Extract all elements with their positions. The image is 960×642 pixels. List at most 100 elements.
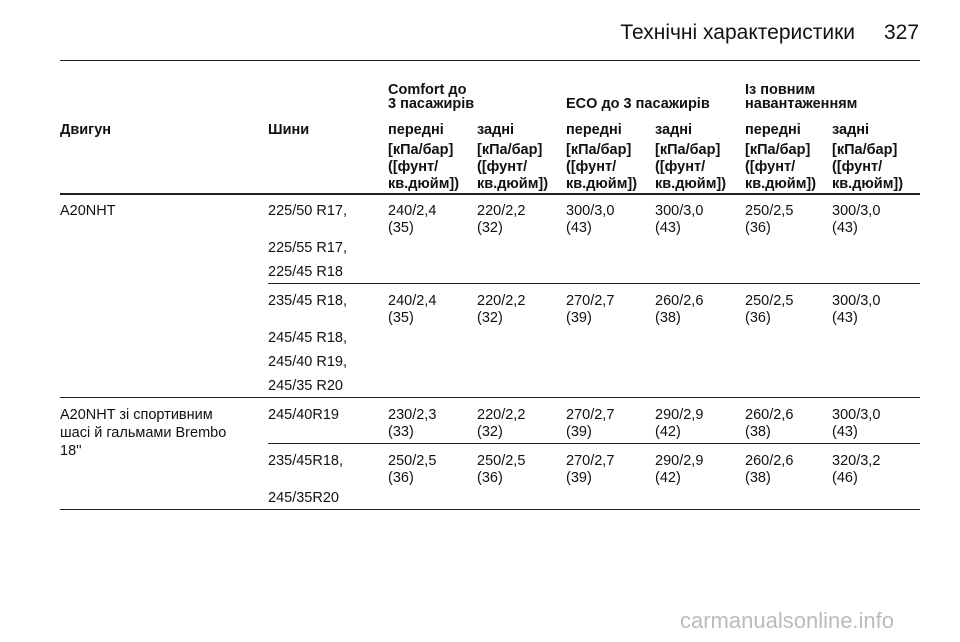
tyre: 225/55 R17, — [268, 240, 348, 256]
pressure: (35) — [388, 310, 414, 326]
pressure: (43) — [566, 220, 592, 236]
pressure: (32) — [477, 310, 503, 326]
pressure: 320/3,2 — [832, 453, 881, 469]
tyre: 245/40R19 — [268, 407, 339, 423]
unit: кв.дюйм]) — [832, 176, 904, 192]
pressure: (38) — [745, 470, 771, 486]
pressure: 290/2,9 — [655, 453, 704, 469]
column-header: задні — [832, 122, 870, 138]
rule — [60, 193, 920, 195]
pressure: 220/2,2 — [477, 293, 526, 309]
page-number: 327 — [884, 21, 920, 44]
tyre: 245/45 R18, — [268, 330, 348, 346]
group-header: Comfort до — [388, 82, 467, 98]
unit: [кПа/бар] — [745, 142, 811, 158]
pressure: 300/3,0 — [832, 203, 881, 219]
unit: кв.дюйм]) — [388, 176, 460, 192]
pressure: 270/2,7 — [566, 407, 615, 423]
pressure: (32) — [477, 424, 503, 440]
pressure: 260/2,6 — [745, 407, 794, 423]
engine: A20NHT зі спортивним — [60, 407, 213, 423]
rule — [268, 443, 920, 444]
rule — [268, 283, 920, 284]
column-header: Шини — [268, 122, 310, 138]
unit: ([фунт/ — [655, 159, 706, 175]
tyre: 245/35 R20 — [268, 378, 343, 394]
page-title: Технічні характеристики — [620, 21, 855, 44]
column-header: передні — [566, 122, 622, 138]
tyre: 225/50 R17, — [268, 203, 348, 219]
pressure: (39) — [566, 470, 592, 486]
rule — [60, 509, 920, 510]
unit: [кПа/бар] — [566, 142, 632, 158]
unit: ([фунт/ — [832, 159, 883, 175]
pressure: (43) — [655, 220, 681, 236]
watermark: carmanualsonline.info — [680, 608, 895, 633]
pressure: 220/2,2 — [477, 407, 526, 423]
unit: ([фунт/ — [477, 159, 528, 175]
pressure: 300/3,0 — [655, 203, 704, 219]
tyre: 235/45R18, — [268, 453, 343, 469]
pressure: 260/2,6 — [655, 293, 704, 309]
unit: ([фунт/ — [566, 159, 617, 175]
pressure: (32) — [477, 220, 503, 236]
pressure: (33) — [388, 424, 414, 440]
pressure: (36) — [745, 220, 771, 236]
group-header: навантаженням — [745, 96, 858, 112]
pressure: (42) — [655, 424, 681, 440]
group-header: ECO до 3 пасажирів — [566, 96, 710, 112]
pressure: 250/2,5 — [745, 293, 794, 309]
group-header: 3 пасажирів — [388, 96, 475, 112]
pressure: 220/2,2 — [477, 203, 526, 219]
pressure: (38) — [745, 424, 771, 440]
unit: [кПа/бар] — [832, 142, 898, 158]
rule — [60, 397, 920, 398]
pressure: (43) — [832, 310, 858, 326]
column-header: задні — [477, 122, 515, 138]
unit: кв.дюйм]) — [655, 176, 727, 192]
engine: шасі й гальмами Brembo — [60, 425, 227, 441]
pressure: 260/2,6 — [745, 453, 794, 469]
pressure: 270/2,7 — [566, 293, 615, 309]
pressure: (39) — [566, 424, 592, 440]
pressure: (43) — [832, 424, 858, 440]
column-header: задні — [655, 122, 693, 138]
tyre: 225/45 R18 — [268, 264, 343, 280]
pressure: 250/2,5 — [745, 203, 794, 219]
unit: кв.дюйм]) — [477, 176, 549, 192]
column-header: Двигун — [60, 122, 112, 138]
pressure: (42) — [655, 470, 681, 486]
unit: [кПа/бар] — [477, 142, 543, 158]
pressure: 300/3,0 — [832, 293, 881, 309]
pressure: 240/2,4 — [388, 293, 437, 309]
unit: кв.дюйм]) — [745, 176, 817, 192]
tyre: 235/45 R18, — [268, 293, 348, 309]
pressure: (43) — [832, 220, 858, 236]
pressure: 290/2,9 — [655, 407, 704, 423]
pressure: (36) — [477, 470, 503, 486]
unit: [кПа/бар] — [388, 142, 454, 158]
pressure: (36) — [745, 310, 771, 326]
pressure: 250/2,5 — [477, 453, 526, 469]
pressure: (36) — [388, 470, 414, 486]
pressure: 270/2,7 — [566, 453, 615, 469]
unit: ([фунт/ — [745, 159, 796, 175]
engine: A20NHT — [60, 203, 116, 219]
pressure: 300/3,0 — [832, 407, 881, 423]
pressure: 300/3,0 — [566, 203, 615, 219]
rule — [60, 60, 920, 61]
pressure: 230/2,3 — [388, 407, 437, 423]
unit: [кПа/бар] — [655, 142, 721, 158]
tyre: 245/35R20 — [268, 490, 339, 506]
pressure: (35) — [388, 220, 414, 236]
group-header: Із повним — [745, 82, 816, 98]
engine: 18'' — [60, 443, 82, 459]
column-header: передні — [388, 122, 444, 138]
pressure: (38) — [655, 310, 681, 326]
pressure: 240/2,4 — [388, 203, 437, 219]
tyre: 245/40 R19, — [268, 354, 348, 370]
unit: ([фунт/ — [388, 159, 439, 175]
pressure: 250/2,5 — [388, 453, 437, 469]
column-header: передні — [745, 122, 801, 138]
